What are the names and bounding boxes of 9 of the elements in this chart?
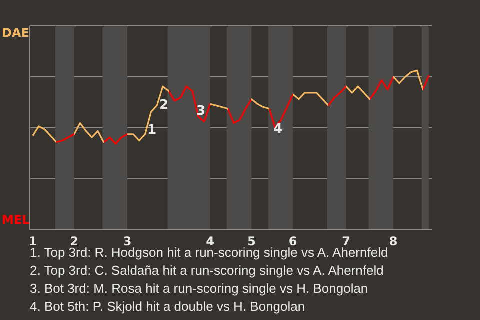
annotation: 1 (147, 123, 157, 138)
annotation: 4 (273, 122, 283, 137)
x-tick-label: 8 (389, 234, 398, 249)
annotation: 2 (159, 98, 169, 113)
text: 2. Top 3rd: C. Saldaña hit a run-scoring single vs A. Ahernfeld (30, 262, 385, 280)
text: MEL (2, 212, 30, 228)
text: 4. Bot 5th: P. Skjold hit a double vs H. Bongolan (30, 298, 306, 316)
text: 3. Bot 3rd: M. Rosa hit a run-scoring single vs H. Bongolan (30, 280, 370, 298)
text: DAE (2, 25, 30, 41)
